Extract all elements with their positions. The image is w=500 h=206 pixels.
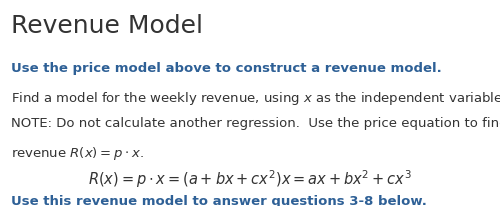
Text: $R(x) = p \cdot x = (a + bx + cx^2)x = ax + bx^2 + cx^3$: $R(x) = p \cdot x = (a + bx + cx^2)x = a… bbox=[88, 168, 412, 190]
Text: Find a model for the weekly revenue, using $x$ as the independent variable.: Find a model for the weekly revenue, usi… bbox=[11, 90, 500, 107]
Text: NOTE: Do not calculate another regression.  Use the price equation to find a mod: NOTE: Do not calculate another regressio… bbox=[11, 117, 500, 130]
Text: Use this revenue model to answer questions 3-8 below.: Use this revenue model to answer questio… bbox=[11, 195, 427, 206]
Text: Revenue Model: Revenue Model bbox=[11, 14, 203, 39]
Text: Use the price model above to construct a revenue model.: Use the price model above to construct a… bbox=[11, 62, 442, 75]
Text: revenue $R(x) = p \cdot x$.: revenue $R(x) = p \cdot x$. bbox=[11, 145, 144, 162]
